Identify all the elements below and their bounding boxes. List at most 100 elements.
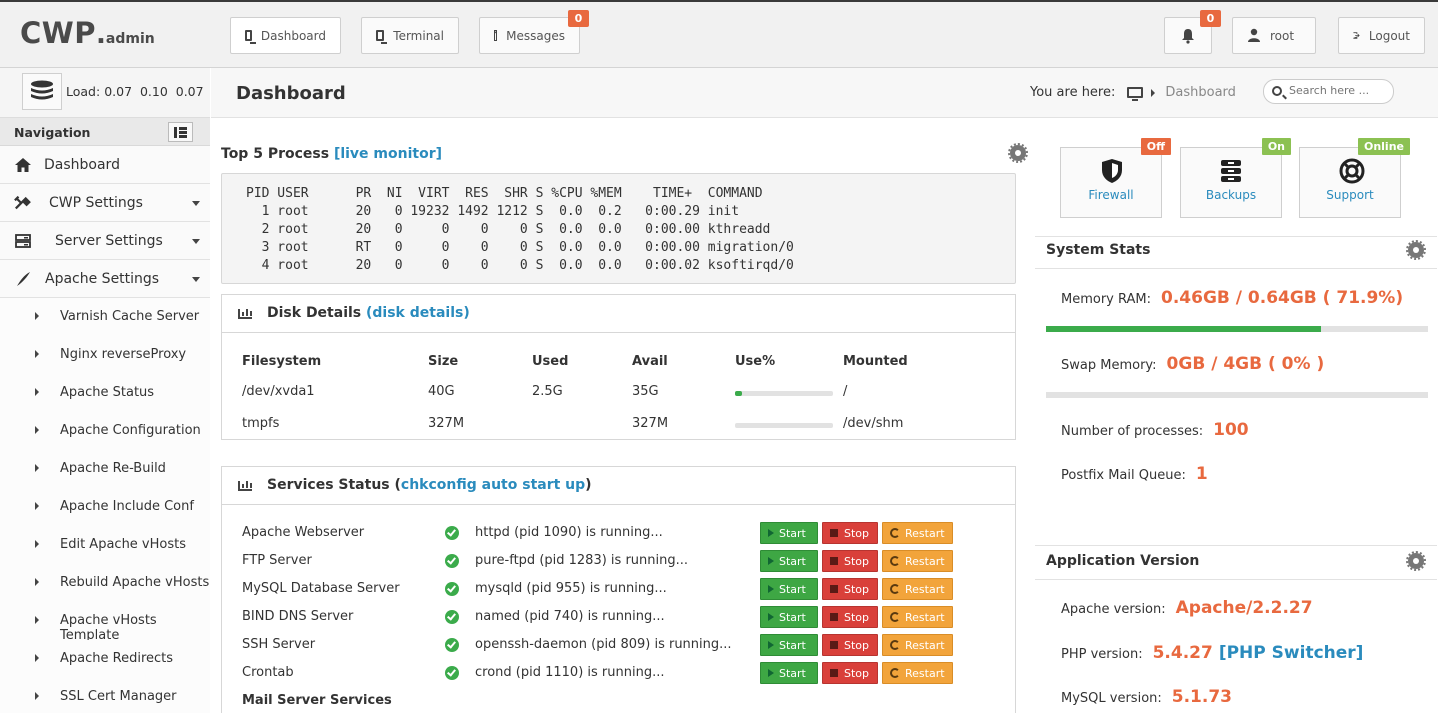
chevron-right-icon <box>35 578 39 586</box>
sidebar-subitem[interactable]: Apache vHosts Template <box>0 602 210 643</box>
processes-stat: Number of processes: 100 <box>1061 420 1249 440</box>
service-status: named (pid 740) is running... <box>475 609 665 624</box>
gear-icon[interactable] <box>1008 143 1028 163</box>
chevron-right-icon <box>35 654 39 662</box>
sidebar-subitem[interactable]: Rebuild Apache vHosts <box>0 564 210 602</box>
breadcrumb-current[interactable]: Dashboard <box>1165 85 1236 100</box>
sidebar-subitem[interactable]: Edit Apache vHosts <box>0 526 210 564</box>
start-button[interactable]: Start <box>760 662 818 684</box>
restart-button[interactable]: Restart <box>882 634 953 656</box>
search-box <box>1263 79 1394 104</box>
cwp-logo[interactable]: CWP.admin <box>20 16 155 50</box>
process-output: PID USER PR NI VIRT RES SHR S %CPU %MEM … <box>221 173 1016 284</box>
logout-button[interactable]: Logout <box>1338 17 1425 54</box>
stop-button[interactable]: Stop <box>822 578 878 600</box>
disk-details-link[interactable]: (disk details) <box>366 305 470 321</box>
restart-button[interactable]: Restart <box>882 578 953 600</box>
chevron-down-icon <box>192 239 200 244</box>
start-button[interactable]: Start <box>760 550 818 572</box>
terminal-icon <box>376 30 388 44</box>
backups-button[interactable]: Backups On <box>1180 138 1291 218</box>
refresh-icon <box>890 556 900 566</box>
stop-button[interactable]: Stop <box>822 606 878 628</box>
swap-memory-bar <box>1046 392 1428 398</box>
sidebar-subitem[interactable]: Apache Include Conf <box>0 488 210 526</box>
restart-button[interactable]: Restart <box>882 522 953 544</box>
notifications-button[interactable]: 0 <box>1164 10 1221 54</box>
tab-messages[interactable]: Messages 0 <box>479 10 589 54</box>
notifications-badge: 0 <box>1200 10 1221 27</box>
memory-ram-bar <box>1046 326 1428 332</box>
refresh-icon <box>890 612 900 622</box>
tab-terminal[interactable]: Terminal <box>361 17 459 54</box>
php-version-stat: PHP version: 5.4.27 [PHP Switcher] <box>1061 643 1364 663</box>
start-button[interactable]: Start <box>760 522 818 544</box>
stop-icon <box>830 641 838 649</box>
service-name: SSH Server <box>242 637 316 652</box>
stop-button[interactable]: Stop <box>822 634 878 656</box>
restart-button[interactable]: Restart <box>882 550 953 572</box>
tab-dashboard[interactable]: Dashboard <box>230 17 341 54</box>
services-header: Services Status (chkconfig auto start up… <box>222 467 1015 505</box>
restart-button[interactable]: Restart <box>882 606 953 628</box>
lifebuoy-icon <box>1339 158 1365 184</box>
service-row: MySQL Database Server mysqld (pid 955) is… <box>222 575 1015 603</box>
sidebar-item-cwp-settings[interactable]: CWP Settings <box>0 184 210 222</box>
stop-icon <box>830 613 838 621</box>
gear-icon[interactable] <box>1406 551 1426 571</box>
disk-usage-bar <box>735 391 833 396</box>
sidebar-toggle-icon <box>174 126 187 138</box>
backups-status-badge: On <box>1261 138 1291 155</box>
divider <box>1035 236 1437 237</box>
monitor-icon[interactable] <box>1127 87 1144 101</box>
search-input[interactable] <box>1289 84 1389 97</box>
sidebar-subitem[interactable]: Nginx reverseProxy <box>0 336 210 374</box>
start-button[interactable]: Start <box>760 606 818 628</box>
stop-button[interactable]: Stop <box>822 662 878 684</box>
chevron-right-icon <box>35 464 39 472</box>
sidebar-subitem[interactable]: SSL Cert Manager <box>0 678 210 713</box>
firewall-status-badge: Off <box>1140 138 1171 155</box>
top-header: CWP.admin Dashboard Terminal Messages 0 … <box>0 0 1438 68</box>
restart-button[interactable]: Restart <box>882 662 953 684</box>
service-status: openssh-daemon (pid 809) is running... <box>475 637 732 652</box>
archive-icon <box>1221 160 1241 182</box>
user-menu[interactable]: root <box>1232 17 1316 54</box>
sidebar-subitem[interactable]: Apache Status <box>0 374 210 412</box>
chevron-down-icon <box>192 201 200 206</box>
sidebar-subitem[interactable]: Apache Redirects <box>0 640 210 678</box>
sidebar-subitem[interactable]: Varnish Cache Server <box>0 298 210 336</box>
check-circle-icon <box>445 554 459 568</box>
stop-button[interactable]: Stop <box>822 550 878 572</box>
sidebar-item-server-settings[interactable]: Server Settings <box>0 222 210 260</box>
mysql-version-stat: MySQL version: 5.1.73 <box>1061 687 1232 707</box>
logout-icon <box>1353 32 1360 39</box>
disk-details-panel: Disk Details (disk details) Filesystem S… <box>221 294 1016 440</box>
live-monitor-link[interactable]: [live monitor] <box>333 146 443 162</box>
navigation-header: Navigation <box>0 118 210 146</box>
refresh-icon <box>890 528 900 538</box>
check-circle-icon <box>445 526 459 540</box>
chevron-right-icon <box>1151 88 1156 97</box>
sidebar-subitem[interactable]: Apache Configuration <box>0 412 210 450</box>
chkconfig-link[interactable]: chkconfig auto start up <box>400 477 586 493</box>
firewall-button[interactable]: Firewall Off <box>1060 138 1171 218</box>
sidebar-subitem[interactable]: Apache Re-Build <box>0 450 210 488</box>
sidebar-toggle-button[interactable] <box>168 122 193 142</box>
gear-icon[interactable] <box>1406 240 1426 260</box>
start-button[interactable]: Start <box>760 634 818 656</box>
bar-chart-icon <box>238 481 252 491</box>
stop-icon <box>830 529 838 537</box>
start-button[interactable]: Start <box>760 578 818 600</box>
mail-services-heading: Mail Server Services <box>242 693 392 708</box>
sidebar-item-apache-settings[interactable]: Apache Settings <box>0 260 210 298</box>
sidebar-item-dashboard[interactable]: Dashboard <box>0 146 210 184</box>
support-button[interactable]: Support Online <box>1299 138 1410 218</box>
refresh-icon <box>890 584 900 594</box>
refresh-icon <box>890 668 900 678</box>
stop-button[interactable]: Stop <box>822 522 878 544</box>
user-icon <box>1248 28 1260 42</box>
top-process-title: Top 5 Process [live monitor] <box>221 146 443 162</box>
php-switcher-link[interactable]: [PHP Switcher] <box>1218 643 1364 663</box>
database-icon[interactable] <box>22 73 62 110</box>
